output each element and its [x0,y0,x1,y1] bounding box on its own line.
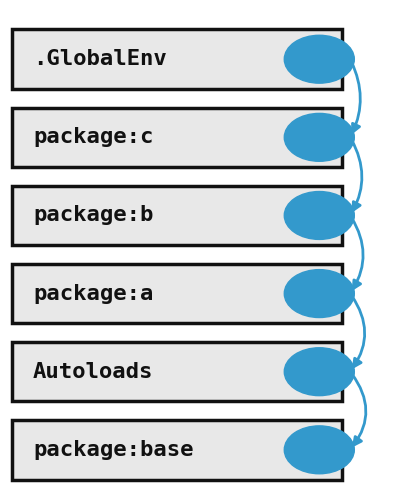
Text: package:c: package:c [33,128,153,147]
FancyBboxPatch shape [12,30,342,89]
Text: Autoloads: Autoloads [33,362,153,382]
FancyArrowPatch shape [352,218,363,289]
Text: package:b: package:b [33,206,153,225]
Text: package:a: package:a [33,284,153,303]
Ellipse shape [284,113,354,161]
FancyArrowPatch shape [351,61,360,132]
FancyArrowPatch shape [352,296,365,367]
Ellipse shape [284,348,354,396]
FancyBboxPatch shape [12,420,342,480]
FancyArrowPatch shape [352,374,366,445]
FancyBboxPatch shape [12,186,342,245]
FancyBboxPatch shape [12,342,342,401]
Ellipse shape [284,35,354,83]
FancyArrowPatch shape [351,140,362,210]
FancyBboxPatch shape [12,264,342,324]
Ellipse shape [284,426,354,474]
Text: .GlobalEnv: .GlobalEnv [33,49,167,69]
Ellipse shape [284,192,354,239]
FancyBboxPatch shape [12,108,342,167]
Text: package:base: package:base [33,440,194,460]
Ellipse shape [284,270,354,318]
